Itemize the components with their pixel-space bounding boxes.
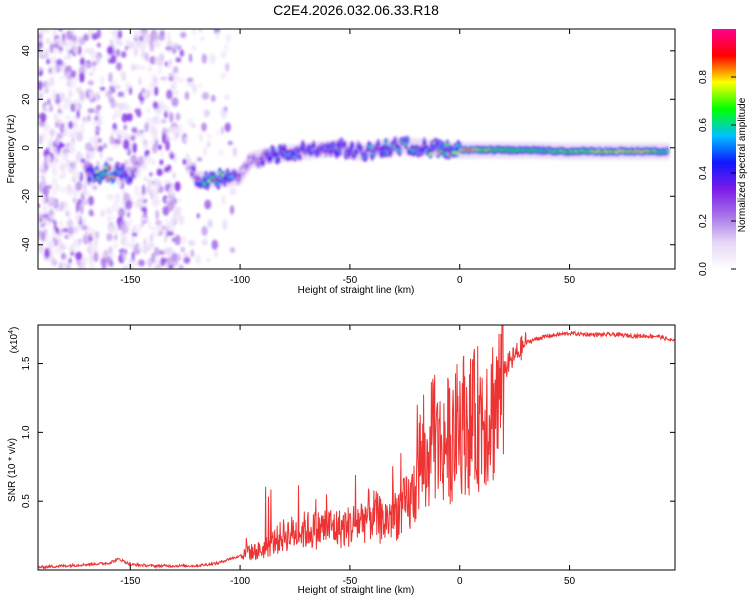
y-tick-label: -40 — [21, 237, 32, 252]
x-tick-label: -50 — [343, 275, 358, 286]
spectrogram-y-ticks: -40 -20 0 20 40 — [21, 45, 675, 252]
colorbar-tick-label: 0.0 — [698, 262, 709, 276]
colorbar-gradient — [712, 29, 736, 269]
snr-yscale-base: (x10 — [9, 333, 20, 353]
snr-frame — [37, 324, 676, 571]
spectrogram-heat-layer — [38, 29, 671, 269]
snr-yscale-exponent: 4 — [8, 330, 15, 334]
figure-title: C2E4.2026.032.06.33.R18 — [273, 2, 439, 18]
snr-x-ticks: -150 -100 -50 0 50 — [120, 325, 576, 587]
x-tick-label: 50 — [564, 576, 576, 587]
snr-y-ticks: 0.5 1.0 1.5 — [21, 356, 675, 508]
y-tick-label: 0 — [21, 145, 32, 151]
snr-series-line — [38, 325, 675, 570]
colorbar-tick-label: 0.2 — [698, 214, 709, 228]
x-tick-label: 0 — [457, 275, 463, 286]
colorbar-ticks: 0.0 0.2 0.4 0.6 0.8 — [698, 70, 736, 276]
colorbar-label: Normalized spectral amplitude — [737, 97, 748, 232]
x-tick-label: -100 — [230, 576, 250, 587]
y-tick-label: -20 — [21, 189, 32, 204]
svg-text:(x104): (x104) — [8, 327, 20, 354]
y-tick-label: 0.5 — [21, 494, 32, 508]
snr-xlabel: Height of straight line (km) — [298, 585, 415, 596]
snr-plot-area — [38, 325, 675, 570]
snr-yscale-label: (x104) — [8, 327, 20, 354]
x-tick-label: -150 — [120, 576, 140, 587]
colorbar: 0.0 0.2 0.4 0.6 0.8 Normalized spectral ampl… — [698, 29, 748, 276]
colorbar-tick-label: 0.4 — [698, 166, 709, 180]
spectrogram-x-ticks: -150 -100 -50 0 50 — [120, 29, 576, 286]
snr-panel: -150 -100 -50 0 50 0.5 1.0 1.5 Height of strai… — [7, 324, 676, 596]
spectrogram-frame — [37, 28, 676, 270]
spectrogram-panel: -150 -100 -50 0 50 -40 -20 0 20 40 Height of str… — [6, 28, 676, 296]
x-tick-label: -100 — [230, 275, 250, 286]
y-tick-label: 1.5 — [21, 356, 32, 370]
y-tick-label: 40 — [21, 45, 32, 57]
x-tick-label: 50 — [564, 275, 576, 286]
spectrogram-ylabel: Frequency (Hz) — [6, 115, 17, 184]
x-tick-label: -50 — [343, 576, 358, 587]
x-tick-label: -150 — [120, 275, 140, 286]
snr-ylabel: SNR (10 * v/v) — [7, 438, 18, 502]
y-tick-label: 1.0 — [21, 425, 32, 439]
spectrogram-xlabel: Height of straight line (km) — [298, 285, 415, 296]
colorbar-tick-label: 0.6 — [698, 118, 709, 132]
y-tick-label: 20 — [21, 93, 32, 105]
x-tick-label: 0 — [457, 576, 463, 587]
colorbar-tick-label: 0.8 — [698, 70, 709, 84]
